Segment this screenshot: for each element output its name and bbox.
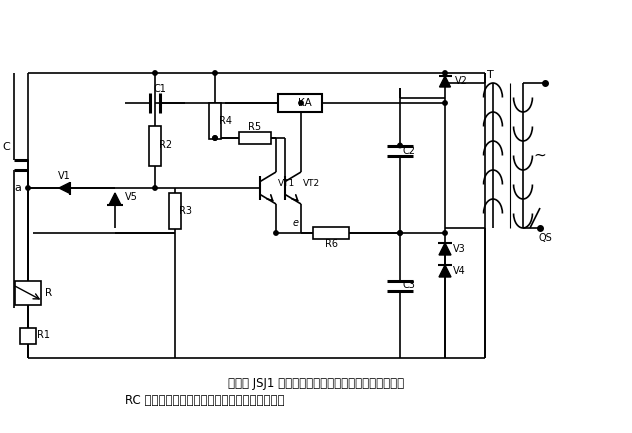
Circle shape: [443, 101, 447, 105]
Circle shape: [443, 71, 447, 75]
Circle shape: [398, 143, 402, 148]
Text: 所示为 JSJ1 型晶体管时间继电器电路。电路由电源、: 所示为 JSJ1 型晶体管时间继电器电路。电路由电源、: [228, 377, 404, 390]
Bar: [313, 227, 349, 239]
Circle shape: [398, 231, 402, 235]
Text: V3: V3: [453, 244, 465, 254]
Circle shape: [443, 231, 447, 235]
Text: KA: KA: [298, 98, 312, 108]
Circle shape: [398, 231, 402, 235]
Polygon shape: [439, 265, 451, 277]
Polygon shape: [439, 243, 451, 255]
Text: RC 积分回路、触发器及执行继电器四部分组成。: RC 积分回路、触发器及执行继电器四部分组成。: [125, 394, 285, 407]
Text: V1: V1: [58, 171, 71, 181]
Text: QS: QS: [538, 233, 552, 243]
Text: a: a: [14, 183, 21, 193]
Text: VT2: VT2: [303, 180, 320, 188]
Circle shape: [299, 101, 303, 105]
Text: C2: C2: [403, 145, 415, 155]
Circle shape: [26, 186, 30, 190]
Text: R2: R2: [159, 140, 173, 151]
Text: V2: V2: [454, 77, 468, 87]
Text: R1: R1: [37, 330, 51, 340]
Polygon shape: [109, 193, 121, 205]
Text: R3: R3: [179, 206, 193, 216]
Text: e: e: [293, 218, 299, 228]
Text: C1: C1: [154, 84, 166, 94]
Bar: [209, 103, 221, 139]
Polygon shape: [59, 182, 70, 194]
Bar: [15, 281, 41, 305]
Text: R4: R4: [219, 116, 233, 126]
Text: T: T: [487, 70, 494, 80]
Circle shape: [274, 231, 278, 235]
Circle shape: [213, 136, 217, 140]
Text: VT1: VT1: [278, 180, 295, 188]
Circle shape: [153, 71, 157, 75]
Text: R: R: [46, 288, 52, 298]
Text: C3: C3: [403, 281, 415, 291]
Text: R6: R6: [324, 239, 337, 249]
Text: V5: V5: [125, 192, 137, 202]
Text: ~: ~: [533, 148, 547, 163]
Bar: [149, 126, 161, 165]
Circle shape: [213, 71, 217, 75]
Polygon shape: [439, 76, 451, 87]
Circle shape: [213, 136, 217, 140]
Bar: [169, 193, 181, 229]
Bar: [278, 94, 322, 112]
Text: C: C: [2, 142, 10, 152]
Circle shape: [153, 186, 157, 190]
Text: V4: V4: [453, 266, 465, 276]
Bar: [20, 327, 36, 343]
Bar: [239, 132, 271, 144]
Text: R5: R5: [248, 122, 262, 132]
